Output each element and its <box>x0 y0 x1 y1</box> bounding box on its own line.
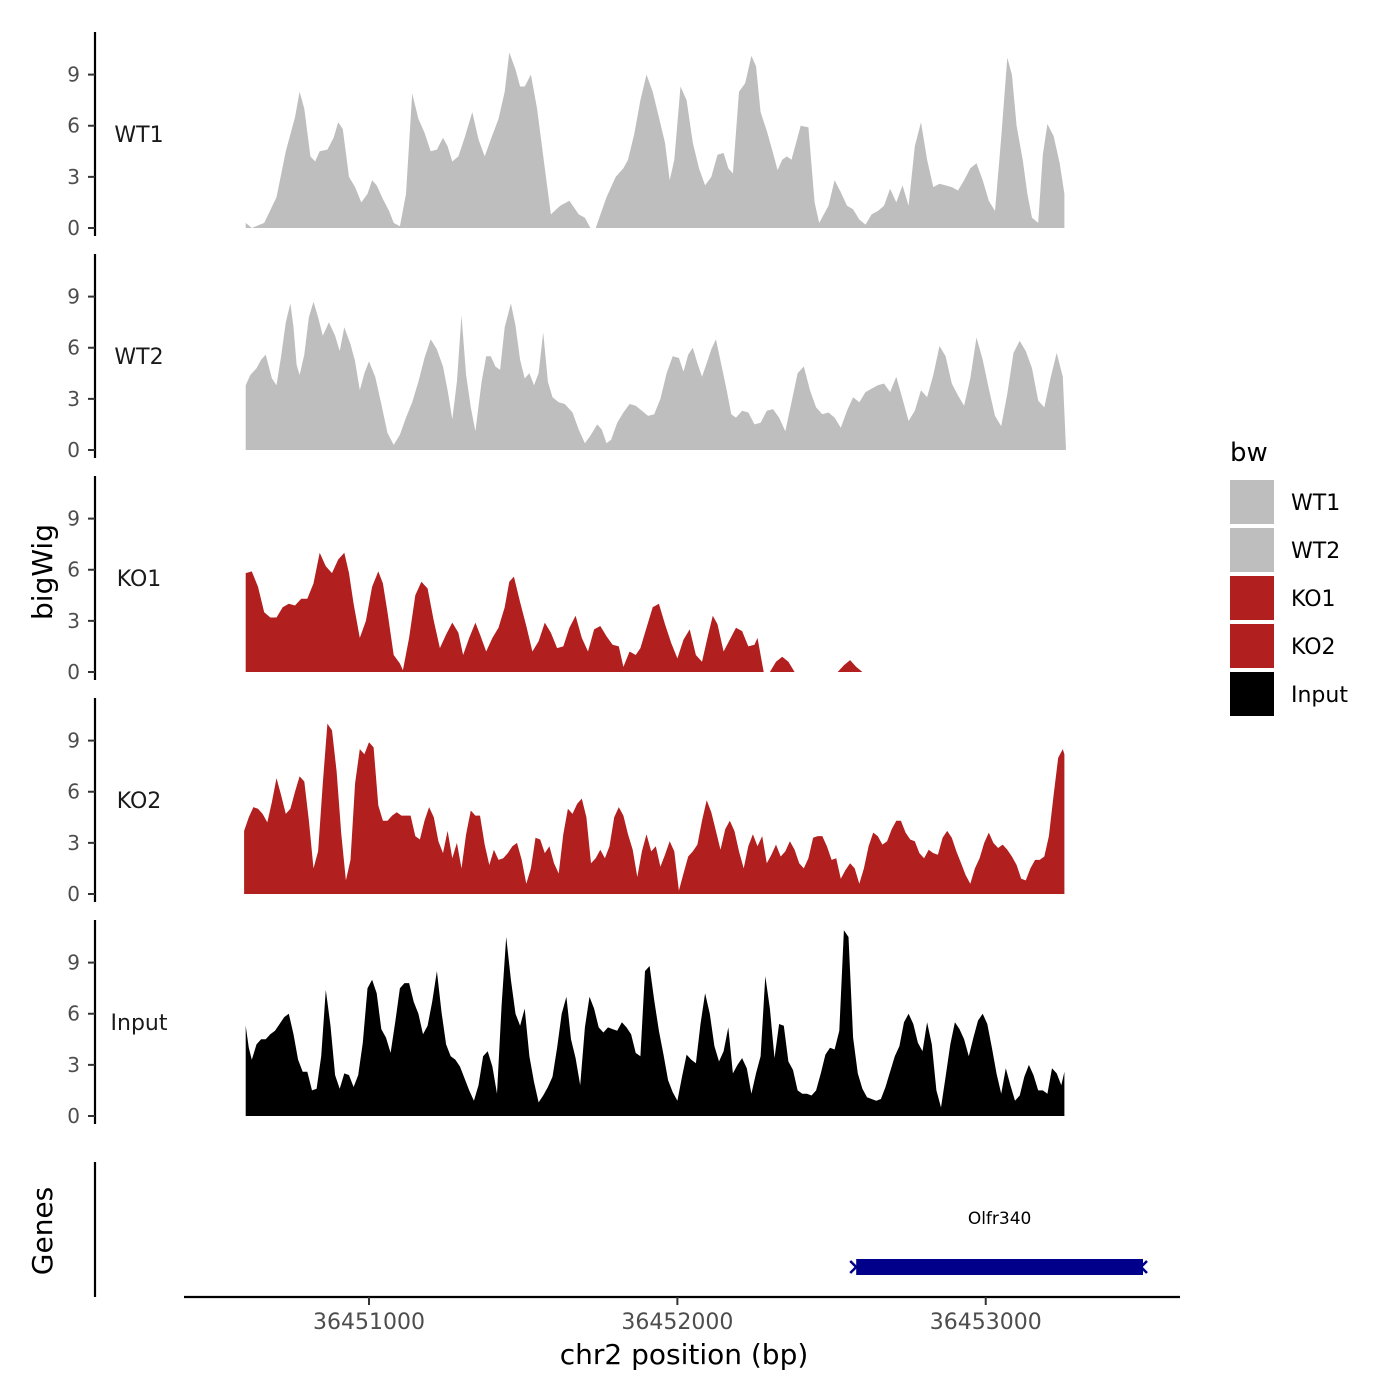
y-tick-label-ko2-3: 3 <box>67 831 80 855</box>
y-tick-label-wt1-0: 0 <box>67 216 80 240</box>
track-wt1: 0 3 6 9 WT1 <box>67 32 1064 240</box>
signal-tracks: 0 3 6 9 WT1 0 3 6 9 WT2 0 3 6 9 KO1 0 3 6 9 KO2 0 3 6 9 Input <box>67 32 1066 1128</box>
gene-body-olfr340 <box>856 1259 1143 1275</box>
legend-item-ko2: KO2 <box>1230 624 1336 668</box>
y-tick-label-input-6: 6 <box>67 1002 80 1026</box>
y-tick-label-ko1-9: 9 <box>67 507 80 531</box>
track-label-input: Input <box>111 1011 168 1036</box>
y-tick-label-wt1-3: 3 <box>67 165 80 189</box>
legend-title: bw <box>1230 438 1268 468</box>
x-axis: 36451000 36452000 36453000 <box>184 1297 1180 1335</box>
track-input: 0 3 6 9 Input <box>67 920 1064 1128</box>
legend-item-input: Input <box>1230 672 1348 716</box>
legend-swatch-wt1 <box>1230 480 1274 524</box>
y-tick-label-ko1-6: 6 <box>67 558 80 582</box>
area-wt2 <box>246 302 1066 450</box>
y-tick-label-ko1-3: 3 <box>67 609 80 633</box>
x-tick-label-36451000: 36451000 <box>313 1310 425 1335</box>
y-tick-label-input-9: 9 <box>67 951 80 975</box>
genes-track: Olfr340 <box>95 1162 1147 1297</box>
legend-item-wt1: WT1 <box>1230 480 1340 524</box>
legend: WT1 WT2 KO1 KO2 Input <box>1230 480 1348 716</box>
track-wt2: 0 3 6 9 WT2 <box>67 254 1066 462</box>
y-tick-label-wt1-9: 9 <box>67 63 80 87</box>
track-ko2: 0 3 6 9 KO2 <box>67 698 1064 906</box>
legend-label-input: Input <box>1291 683 1348 708</box>
x-axis-title: chr2 position (bp) <box>560 1338 809 1371</box>
y-tick-label-wt2-3: 3 <box>67 387 80 411</box>
y-tick-label-ko2-0: 0 <box>67 882 80 906</box>
y-tick-label-input-0: 0 <box>67 1104 80 1128</box>
track-label-ko2: KO2 <box>117 789 162 814</box>
y-axis-title: bigWig <box>26 524 59 620</box>
legend-label-ko2: KO2 <box>1291 635 1336 660</box>
area-input <box>246 930 1065 1116</box>
gene-label-olfr340: Olfr340 <box>968 1209 1032 1229</box>
legend-label-wt2: WT2 <box>1291 539 1340 564</box>
track-label-wt1: WT1 <box>114 123 163 148</box>
gene-strand-start-olfr340 <box>850 1261 856 1273</box>
y-tick-label-ko2-6: 6 <box>67 780 80 804</box>
gene-olfr340: Olfr340 <box>850 1209 1147 1275</box>
legend-swatch-wt2 <box>1230 528 1274 572</box>
genes-axis-title: Genes <box>26 1187 59 1275</box>
area-wt1 <box>246 53 1065 229</box>
genome-track-chart: 0 3 6 9 WT1 0 3 6 9 WT2 0 3 6 9 KO1 0 3 6 9 KO2 0 3 6 9 Input Ol… <box>0 0 1400 1400</box>
legend-item-wt2: WT2 <box>1230 528 1340 572</box>
y-tick-label-wt2-6: 6 <box>67 336 80 360</box>
legend-label-ko1: KO1 <box>1291 587 1336 612</box>
y-tick-label-ko2-9: 9 <box>67 729 80 753</box>
legend-label-wt1: WT1 <box>1291 491 1340 516</box>
y-tick-label-ko1-0: 0 <box>67 660 80 684</box>
track-ko1: 0 3 6 9 KO1 <box>67 476 1064 684</box>
area-ko1 <box>246 553 1065 672</box>
legend-item-ko1: KO1 <box>1230 576 1336 620</box>
legend-swatch-ko1 <box>1230 576 1274 620</box>
y-tick-label-wt2-0: 0 <box>67 438 80 462</box>
x-tick-label-36453000: 36453000 <box>930 1310 1042 1335</box>
y-tick-label-wt2-9: 9 <box>67 285 80 309</box>
x-tick-label-36452000: 36452000 <box>621 1310 733 1335</box>
y-tick-label-wt1-6: 6 <box>67 114 80 138</box>
track-label-wt2: WT2 <box>114 345 163 370</box>
legend-swatch-input <box>1230 672 1274 716</box>
y-tick-label-input-3: 3 <box>67 1053 80 1077</box>
area-ko2 <box>244 724 1064 894</box>
legend-swatch-ko2 <box>1230 624 1274 668</box>
track-label-ko1: KO1 <box>117 567 162 592</box>
